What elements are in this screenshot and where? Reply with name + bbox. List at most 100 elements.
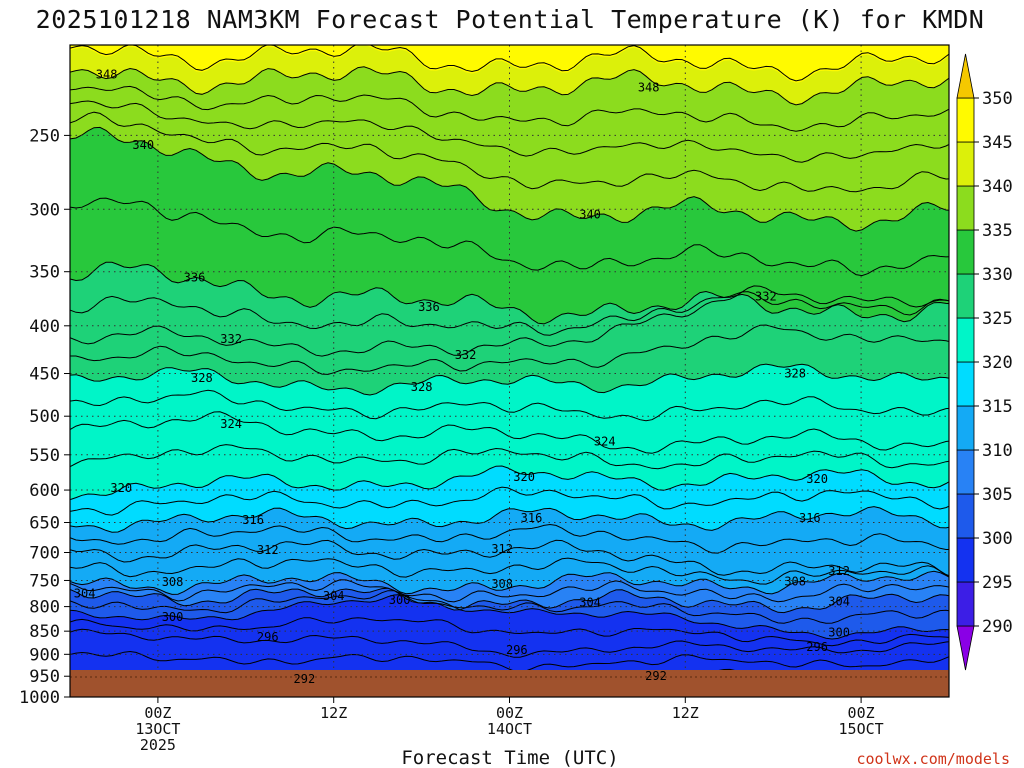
contour-line-312 <box>70 539 949 577</box>
contour-label-text: 304 <box>579 596 601 610</box>
contour-label-text: 304 <box>323 589 345 603</box>
colorbar-tick-label: 310 <box>982 441 1013 461</box>
contour-label-text: 308 <box>491 577 513 591</box>
y-tick-label: 450 <box>29 365 60 385</box>
contour-label: 308 <box>491 577 513 591</box>
colorbar-tick-label: 305 <box>982 485 1013 505</box>
contour-label: 312 <box>828 564 850 578</box>
x-tick-label: 12Z <box>320 704 347 722</box>
contour-line-306 <box>70 579 949 603</box>
contour-label: 332 <box>755 289 777 303</box>
contour-label: 348 <box>638 80 660 94</box>
x-tick-label: 15OCT <box>839 720 884 738</box>
contour-label: 300 <box>828 626 850 640</box>
contour-label: 320 <box>806 472 828 486</box>
contour-label-text: 304 <box>74 587 96 601</box>
x-tick-label: 2025 <box>140 736 176 754</box>
y-tick-label: 800 <box>29 598 60 618</box>
y-tick-label: 600 <box>29 481 60 501</box>
contour-label: 312 <box>491 542 513 556</box>
contour-label: 340 <box>579 208 601 222</box>
y-tick-label: 950 <box>29 667 60 687</box>
contour-label: 328 <box>784 367 806 381</box>
contour-line-350 <box>70 45 949 82</box>
contour-label-text: 332 <box>455 348 477 362</box>
contour-line-330 <box>70 324 949 375</box>
colorbar-segment <box>956 97 975 143</box>
contour-label-text: 324 <box>594 434 616 448</box>
credit-text[interactable]: coolwx.com/models <box>856 750 1010 768</box>
contour-line-294 <box>70 650 949 673</box>
colorbar-segment <box>956 361 975 407</box>
contour-line-340 <box>70 126 949 232</box>
colorbar-segment <box>956 449 975 495</box>
colorbar-segment <box>956 185 975 231</box>
contour-label-text: 336 <box>184 270 206 284</box>
contour-line-344 <box>70 100 949 163</box>
colorbar-tick-label: 340 <box>982 177 1013 197</box>
contour-label: 308 <box>784 575 806 589</box>
contour-labels: 348 348 340 340 336 336 332 332 332 328 328 328 324 3… <box>74 67 850 686</box>
colorbar-segment <box>956 273 975 319</box>
contour-line-346 <box>70 85 949 132</box>
contour-label: 296 <box>257 630 279 644</box>
x-tick-label: 00Z <box>144 704 171 722</box>
contour-label-text: 316 <box>799 511 821 525</box>
contour-label-text: 340 <box>579 208 601 222</box>
contour-label-text: 328 <box>784 367 806 381</box>
contour-label: 304 <box>579 596 601 610</box>
colorbar: 290 295 300 305 310 315 320 325 330 335 340 345 350 <box>956 53 1013 671</box>
contour-line-324 <box>70 411 949 454</box>
contour-label: 332 <box>455 348 477 362</box>
contour-line-328 <box>70 363 949 396</box>
colorbar-tick-label: 330 <box>982 265 1013 285</box>
colorbar-tick-label: 295 <box>982 573 1013 593</box>
contour-label-text: 296 <box>257 630 279 644</box>
contour-line-348 <box>70 66 949 106</box>
contour-label-text: 292 <box>294 672 316 686</box>
contour-line-322 <box>70 444 949 470</box>
contour-label: 308 <box>162 575 184 589</box>
contour-label-text: 312 <box>491 542 513 556</box>
contour-label-text: 292 <box>645 669 667 683</box>
contour-label: 312 <box>257 543 279 557</box>
chart-title: 2025101218 NAM3KM Forecast Potential Tem… <box>36 5 985 34</box>
colorbar-tick-label: 300 <box>982 529 1013 549</box>
colorbar-segment <box>956 581 975 627</box>
colorbar-tick-label: 290 <box>982 617 1013 637</box>
colorbar-segment <box>956 141 975 187</box>
contour-label-text: 296 <box>506 643 528 657</box>
plot-area <box>70 45 949 697</box>
contour-line-316 <box>70 506 949 533</box>
contour-label-text: 320 <box>110 481 132 495</box>
x-tick-label: 12Z <box>672 704 699 722</box>
colorbar-segment <box>956 405 975 451</box>
contour-label: 320 <box>110 481 132 495</box>
contour-line-304 <box>70 587 949 614</box>
y-tick-label: 650 <box>29 513 60 533</box>
colorbar-segment <box>956 537 975 583</box>
grid-lines <box>70 45 949 697</box>
y-tick-label: 1000 <box>19 688 60 708</box>
ground-surface <box>70 670 949 697</box>
contour-label: 300 <box>389 593 411 607</box>
contour-label: 316 <box>242 513 264 527</box>
contour-label: 316 <box>799 511 821 525</box>
x-tick-label: 14OCT <box>487 720 532 738</box>
x-axis-label: Forecast Time (UTC) <box>401 747 618 768</box>
contour-line-300 <box>70 594 949 640</box>
contour-label-text: 300 <box>162 610 184 624</box>
contour-line-310 <box>70 557 949 585</box>
contour-line-334 <box>70 291 949 336</box>
contour-label-text: 308 <box>784 575 806 589</box>
contour-label-text: 348 <box>638 80 660 94</box>
colorbar-segment <box>956 493 975 539</box>
contour-label: 340 <box>132 138 154 152</box>
contour-label: 320 <box>513 470 535 484</box>
contour-line-302 <box>70 590 949 624</box>
contour-line-296 <box>70 628 949 658</box>
contour-label: 292 <box>645 669 667 683</box>
contour-label-text: 328 <box>411 380 433 394</box>
y-tick-label: 400 <box>29 317 60 337</box>
colorbar-tick-label: 335 <box>982 221 1013 241</box>
